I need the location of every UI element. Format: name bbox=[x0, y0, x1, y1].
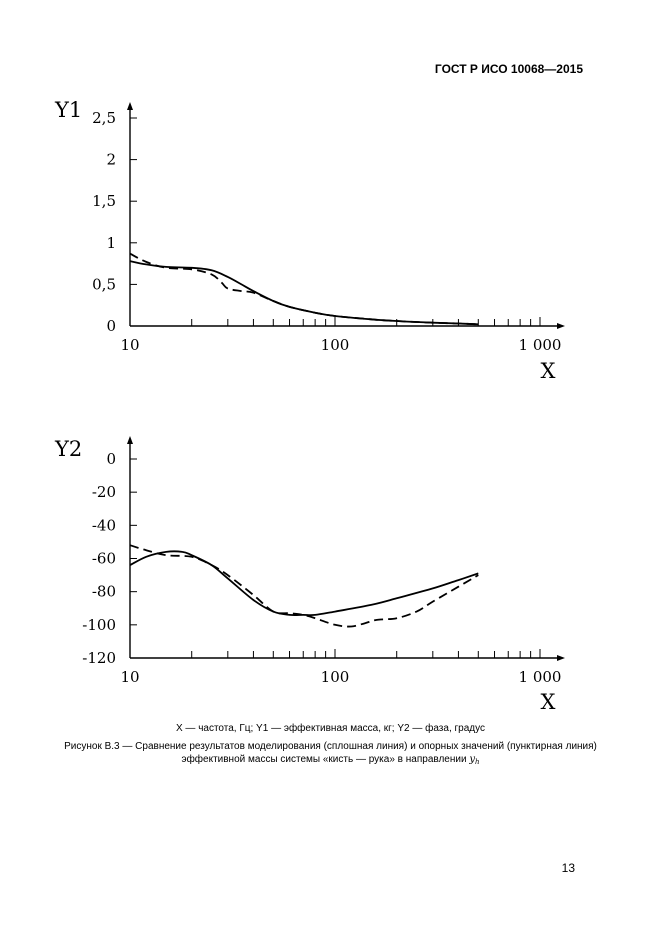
x-tick-label: 1 000 bbox=[519, 668, 562, 686]
figure-title-line1: Рисунок В.3 — Сравнение результатов моде… bbox=[64, 741, 597, 752]
y-tick-label: -120 bbox=[82, 649, 116, 667]
y-tick-label: -60 bbox=[92, 550, 116, 568]
x-tick-label: 100 bbox=[321, 668, 350, 686]
y-tick-label: 2 bbox=[106, 151, 116, 169]
y-axis-title: Y2 bbox=[54, 437, 82, 461]
x-tick-label: 100 bbox=[321, 336, 350, 354]
figure-title-line2: эффективной массы системы «кисть — рука»… bbox=[0, 754, 661, 766]
x-axis-arrow bbox=[557, 655, 565, 661]
page-number: 13 bbox=[561, 861, 575, 875]
y-tick-label: 0 bbox=[106, 317, 116, 335]
y-axis-title: Y1 bbox=[54, 98, 82, 122]
x-axis-title: X bbox=[541, 359, 556, 383]
x-axis-arrow bbox=[557, 323, 565, 329]
simulation-curve-solid bbox=[129, 550, 479, 617]
standard-header: ГОСТ Р ИСО 10068—2015 bbox=[434, 62, 583, 76]
y-tick-label: -40 bbox=[92, 516, 116, 534]
x-tick-label: 10 bbox=[120, 668, 139, 686]
reference-curve-dashed bbox=[129, 252, 479, 326]
x-tick-label: 1 000 bbox=[519, 336, 562, 354]
x-axis-title: X bbox=[541, 690, 556, 714]
direction-variable: yh bbox=[469, 754, 480, 766]
x-tick-label: 10 bbox=[120, 336, 139, 354]
y-tick-label: 2,5 bbox=[92, 109, 116, 127]
y-tick-label: -20 bbox=[92, 483, 116, 501]
figure-title-line2-text: эффективной массы системы «кисть — рука»… bbox=[181, 754, 467, 765]
y-tick-label: -100 bbox=[82, 616, 116, 634]
chart-effective-mass: 0 0,5 1 1,5 2 2,5 10 100 1 000 Y1 X bbox=[54, 98, 565, 383]
y-tick-label: -80 bbox=[92, 583, 116, 601]
figure-legend: X — частота, Гц; Y1 — эффективная масса,… bbox=[175, 723, 486, 734]
y-axis-arrow bbox=[127, 436, 133, 444]
y-axis-arrow bbox=[127, 102, 133, 110]
y-tick-label: 1,5 bbox=[92, 192, 116, 210]
y-tick-label: 1 bbox=[106, 234, 116, 252]
y-tick-label: 0 bbox=[106, 450, 116, 468]
y-tick-label: 0,5 bbox=[92, 275, 116, 293]
simulation-curve-solid bbox=[129, 260, 479, 326]
reference-curve-dashed bbox=[129, 544, 479, 628]
